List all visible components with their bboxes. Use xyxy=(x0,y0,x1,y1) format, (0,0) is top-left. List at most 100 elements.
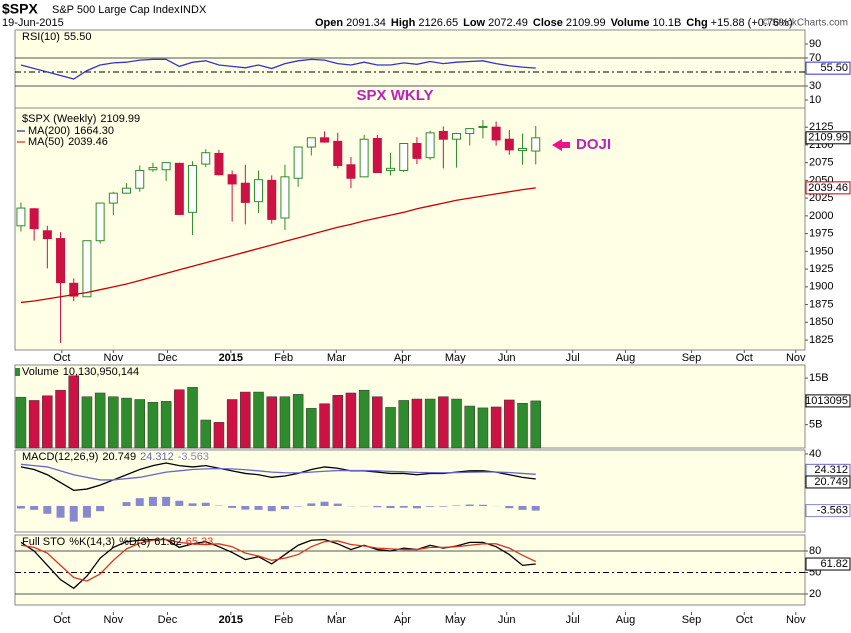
candle-body xyxy=(108,192,118,204)
histogram-bar xyxy=(162,496,171,506)
x-tick-label: Apr xyxy=(394,352,411,364)
volume-panel xyxy=(14,364,806,449)
value-box-label: 1013095 xyxy=(805,395,848,407)
y-tick-label: 2000 xyxy=(809,210,833,222)
candle-body xyxy=(135,169,145,189)
legend-part: Full STO xyxy=(22,536,66,548)
candle-body xyxy=(188,164,198,213)
security-name: S&P 500 Large Cap Index xyxy=(52,4,180,16)
volume-bar xyxy=(147,402,159,449)
x-tick-label: Oct xyxy=(736,614,753,626)
legend: MACD(12,26,9) 20.749 24.312 -3.563 xyxy=(22,451,209,463)
histogram-bar xyxy=(43,505,52,514)
volume-bar xyxy=(108,396,119,449)
y-tick-label: 5B xyxy=(809,419,822,431)
value-box xyxy=(805,557,851,571)
value-box-label: 2109.99 xyxy=(808,132,848,144)
candle-body xyxy=(16,207,26,227)
volume-bar xyxy=(504,399,515,449)
histogram-bar xyxy=(452,505,461,506)
volume-bar xyxy=(55,389,66,449)
date: 19-Jun-2015 xyxy=(2,17,64,29)
candle-body xyxy=(412,142,422,159)
x-tick-label: Mar xyxy=(327,352,346,364)
candle-body xyxy=(359,138,369,178)
volume-bar xyxy=(200,419,211,449)
histogram-bar xyxy=(241,505,250,510)
y-tick-label: 1925 xyxy=(809,263,833,275)
value-box-label: 24.312 xyxy=(814,464,848,476)
legend-part: %D(3) xyxy=(119,536,150,548)
histogram-bar xyxy=(122,502,131,506)
legend-part: %K(14,3) xyxy=(69,536,115,548)
legend-part: MA(50) xyxy=(28,136,64,148)
legend-part: 24.312 xyxy=(140,451,174,463)
x-tick-label: Nov xyxy=(104,352,124,364)
value-box xyxy=(805,61,851,75)
value-box xyxy=(805,504,851,518)
quote-label: Close xyxy=(533,17,563,29)
volume-bar xyxy=(187,387,198,449)
candle-body xyxy=(227,174,237,185)
candle-body xyxy=(148,167,158,171)
volume-bar xyxy=(319,403,330,449)
x-tick-label: Jun xyxy=(498,352,516,364)
value-box xyxy=(805,475,851,489)
volume-bar xyxy=(424,398,436,449)
y-tick-label: 1950 xyxy=(809,245,833,257)
sto-panel xyxy=(14,534,806,606)
histogram-bar xyxy=(320,501,329,506)
histogram-bar xyxy=(148,496,157,506)
line xyxy=(20,187,536,304)
legend-part: 2039.46 xyxy=(68,136,108,148)
x-tick-label: 2015 xyxy=(219,614,243,626)
candle-body xyxy=(320,137,330,143)
exchange: INDX xyxy=(180,4,207,16)
volume-bar xyxy=(385,407,396,449)
candle-body xyxy=(333,140,343,166)
value-box xyxy=(805,131,851,145)
candle-body xyxy=(42,230,52,240)
candle-body xyxy=(267,179,277,220)
candle-body xyxy=(161,162,171,171)
legend-part: 20.749 xyxy=(102,451,136,463)
arrow xyxy=(552,139,570,151)
quote-label: Open xyxy=(315,17,343,29)
y-tick-label: 1825 xyxy=(809,334,833,346)
y-tick-label: 70 xyxy=(809,52,821,64)
y-tick-label: 10 xyxy=(809,94,821,106)
legend: RSI(10) 55.50 xyxy=(22,31,91,43)
candle-body xyxy=(452,133,462,140)
volume-bar xyxy=(94,392,106,449)
candle-body xyxy=(214,152,224,176)
volume-bar xyxy=(253,391,264,449)
histogram-bar xyxy=(69,505,78,522)
histogram-bar xyxy=(465,504,474,506)
line xyxy=(20,58,536,80)
value-box xyxy=(805,394,851,408)
legend-part: RSI(10) xyxy=(22,31,60,43)
quote-value: 10.1B xyxy=(653,17,682,29)
candle-body xyxy=(29,208,39,230)
quote: Open 2091.34 High 2126.65 Low 2072.49 Close 210… xyxy=(315,17,793,29)
y-tick-label: 1975 xyxy=(809,228,833,240)
quote-label: Volume xyxy=(611,17,650,29)
volume-bar xyxy=(358,389,370,449)
histogram-bar xyxy=(505,505,514,509)
volume-bar xyxy=(81,396,93,449)
candle-body xyxy=(465,128,475,135)
y-tick-label: 2025 xyxy=(809,192,833,204)
volume-bar xyxy=(306,408,317,449)
x-tick-label: Feb xyxy=(274,352,293,364)
volume-bar xyxy=(490,406,502,449)
candle-body xyxy=(425,132,435,159)
volume-bar xyxy=(517,402,528,449)
y-tick-label: 15B xyxy=(809,372,829,384)
x-tick-label: May xyxy=(445,352,466,364)
legend-part: MACD(12,26,9) xyxy=(22,451,98,463)
x-tick-label: Apr xyxy=(394,614,411,626)
volume-bar xyxy=(411,398,423,449)
volume-bar xyxy=(292,394,304,449)
histogram-bar xyxy=(228,505,237,508)
